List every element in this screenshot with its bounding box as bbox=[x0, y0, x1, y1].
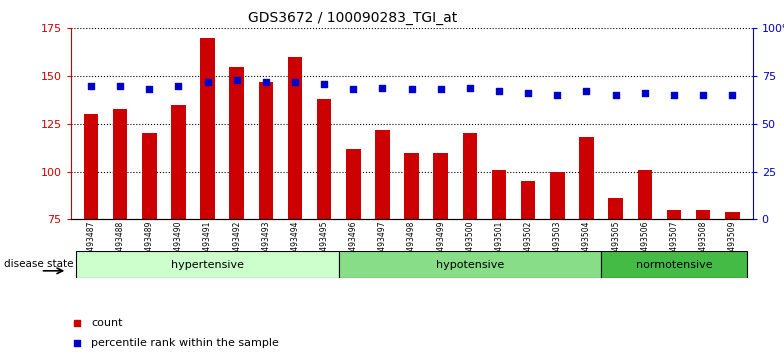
Bar bbox=[142, 133, 157, 354]
Bar bbox=[695, 210, 710, 354]
Point bbox=[260, 79, 272, 85]
Point bbox=[71, 340, 84, 346]
Bar bbox=[666, 210, 681, 354]
Point bbox=[376, 85, 389, 90]
Text: disease state: disease state bbox=[4, 259, 74, 269]
Bar bbox=[637, 170, 652, 354]
Point bbox=[638, 91, 651, 96]
Point bbox=[434, 87, 447, 92]
Bar bbox=[434, 153, 448, 354]
Bar bbox=[113, 109, 127, 354]
Bar bbox=[346, 149, 361, 354]
Point bbox=[551, 92, 564, 98]
Point bbox=[405, 87, 418, 92]
Text: hypotensive: hypotensive bbox=[436, 259, 504, 270]
Text: hypertensive: hypertensive bbox=[171, 259, 244, 270]
Point bbox=[347, 87, 360, 92]
Point bbox=[580, 88, 593, 94]
Text: percentile rank within the sample: percentile rank within the sample bbox=[91, 338, 279, 348]
Bar bbox=[550, 172, 564, 354]
Bar bbox=[339, 251, 601, 278]
Bar bbox=[579, 137, 593, 354]
Point bbox=[522, 91, 535, 96]
Bar bbox=[725, 212, 739, 354]
Bar bbox=[405, 153, 419, 354]
Point bbox=[289, 79, 301, 85]
Point bbox=[201, 79, 214, 85]
Bar bbox=[200, 38, 215, 354]
Point bbox=[172, 83, 185, 88]
Bar bbox=[463, 133, 477, 354]
Point bbox=[318, 81, 330, 87]
Bar bbox=[601, 251, 747, 278]
Point bbox=[609, 92, 622, 98]
Bar bbox=[376, 130, 390, 354]
Point bbox=[726, 92, 739, 98]
Bar bbox=[608, 199, 623, 354]
Bar bbox=[171, 105, 186, 354]
Bar bbox=[317, 99, 332, 354]
Text: normotensive: normotensive bbox=[636, 259, 712, 270]
Text: count: count bbox=[91, 318, 122, 328]
Bar bbox=[259, 82, 273, 354]
Point bbox=[493, 88, 506, 94]
Bar bbox=[288, 57, 303, 354]
Bar bbox=[84, 114, 98, 354]
Point bbox=[114, 83, 126, 88]
Point bbox=[85, 83, 97, 88]
Point bbox=[143, 87, 155, 92]
Text: GDS3672 / 100090283_TGI_at: GDS3672 / 100090283_TGI_at bbox=[249, 11, 457, 25]
Point bbox=[697, 92, 710, 98]
Point bbox=[463, 85, 476, 90]
Point bbox=[668, 92, 681, 98]
Bar bbox=[492, 170, 506, 354]
Point bbox=[71, 320, 84, 326]
Bar bbox=[521, 181, 535, 354]
Point bbox=[230, 77, 243, 83]
Bar bbox=[76, 251, 339, 278]
Bar bbox=[230, 67, 244, 354]
